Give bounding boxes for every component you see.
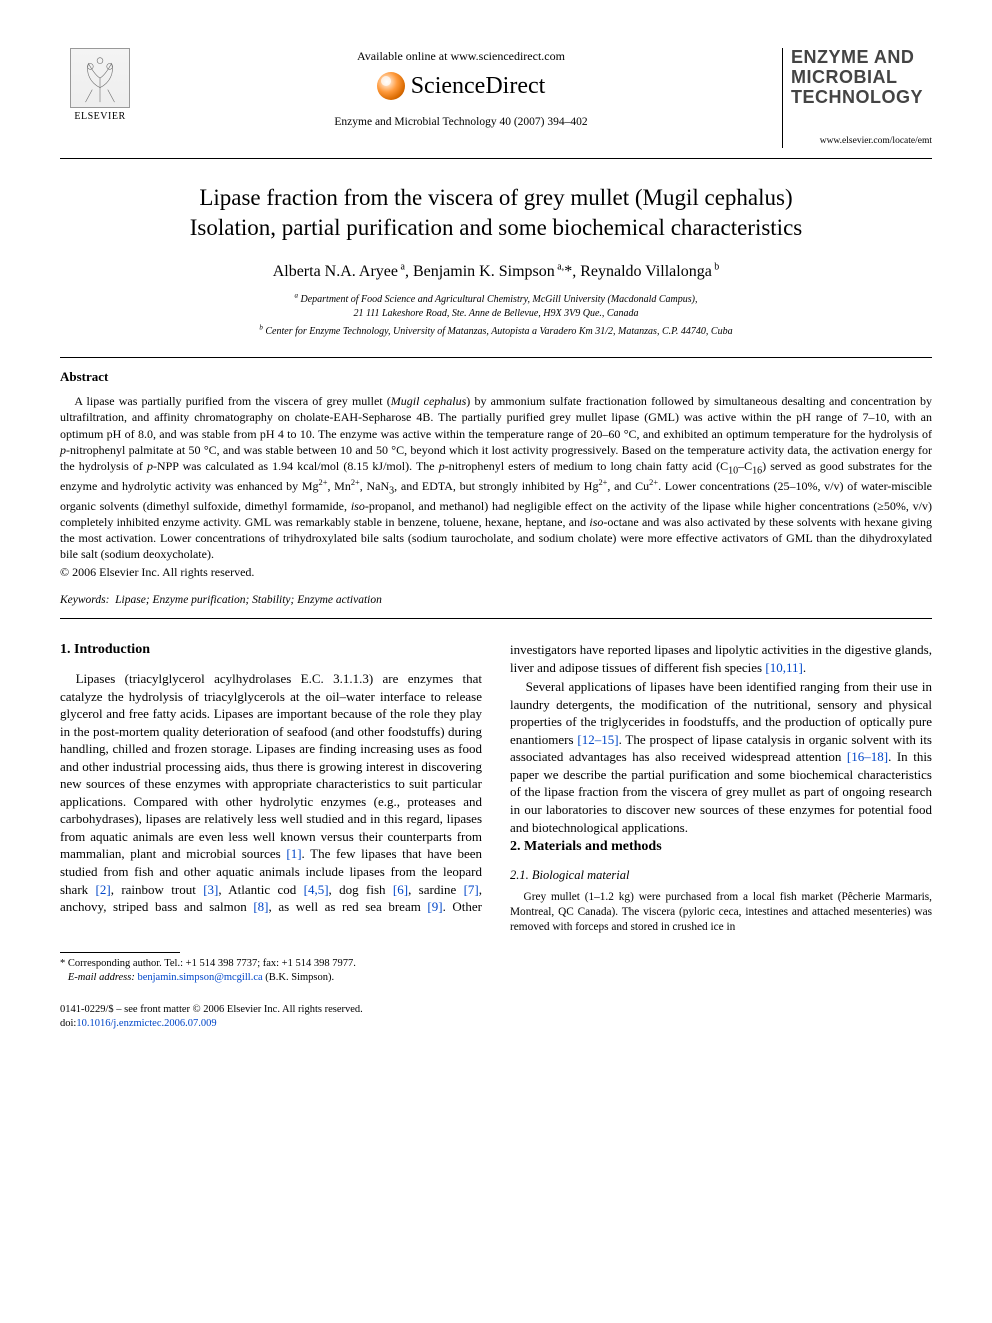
- keywords-label: Keywords:: [60, 594, 109, 606]
- email-label: E-mail address:: [68, 972, 135, 983]
- title-line: Lipase fraction from the viscera of grey…: [199, 185, 792, 210]
- citation-link[interactable]: [12–15]: [577, 732, 618, 747]
- article-body: 1. Introduction Lipases (triacylglycerol…: [60, 641, 932, 936]
- journal-name: ENZYME AND MICROBIAL TECHNOLOGY: [791, 48, 932, 107]
- journal-name-line: MICROBIAL: [791, 67, 898, 87]
- citation-link[interactable]: [7]: [464, 882, 479, 897]
- publisher-logo-block: ELSEVIER: [60, 48, 140, 124]
- doi-link[interactable]: 10.1016/j.enzmictec.2006.07.009: [76, 1018, 216, 1029]
- front-matter-line: 0141-0229/$ – see front matter © 2006 El…: [60, 1003, 932, 1017]
- citation-link[interactable]: [4,5]: [304, 882, 329, 897]
- footnote-rule: [60, 952, 180, 953]
- citation-link[interactable]: [3]: [203, 882, 218, 897]
- author: Reynaldo Villalonga: [580, 263, 712, 280]
- journal-reference: Enzyme and Microbial Technology 40 (2007…: [150, 115, 772, 131]
- abstract-body: A lipase was partially purified from the…: [60, 393, 932, 562]
- email-line: E-mail address: benjamin.simpson@mcgill.…: [60, 971, 932, 985]
- citation-link[interactable]: [6]: [393, 882, 408, 897]
- keywords-list: Lipase; Enzyme purification; Stability; …: [115, 594, 382, 606]
- header-rule: [60, 158, 932, 159]
- publisher-label: ELSEVIER: [60, 110, 140, 124]
- author: Benjamin K. Simpson: [413, 263, 555, 280]
- abstract-top-rule: [60, 357, 932, 358]
- citation-link[interactable]: [16–18]: [847, 749, 888, 764]
- email-paren: (B.K. Simpson).: [265, 972, 334, 983]
- citation-link[interactable]: [9]: [427, 899, 442, 914]
- doi-label: doi:: [60, 1018, 76, 1029]
- elsevier-tree-icon: [70, 48, 130, 108]
- affil-marker: b: [712, 262, 720, 273]
- abstract-paragraph: A lipase was partially purified from the…: [60, 393, 932, 562]
- article-footer: 0141-0229/$ – see front matter © 2006 El…: [60, 1003, 932, 1030]
- affiliation-text: 21 111 Lakeshore Road, Ste. Anne de Bell…: [353, 308, 638, 319]
- keywords-line: Keywords: Lipase; Enzyme purification; S…: [60, 593, 932, 609]
- journal-url: www.elsevier.com/locate/emt: [791, 135, 932, 148]
- affil-marker: a,: [555, 262, 564, 273]
- citation-link[interactable]: [1]: [286, 846, 301, 861]
- available-online-line: Available online at www.sciencedirect.co…: [150, 48, 772, 64]
- title-line: Isolation, partial purification and some…: [190, 215, 802, 240]
- affil-marker: a: [398, 262, 405, 273]
- affiliation-a: a Department of Food Science and Agricul…: [60, 293, 932, 321]
- subsection-heading-biological: 2.1. Biological material: [510, 867, 932, 884]
- email-link[interactable]: benjamin.simpson@mcgill.ca: [137, 972, 262, 983]
- affiliation-b: b Center for Enzyme Technology, Universi…: [60, 325, 932, 339]
- affiliation-text: Center for Enzyme Technology, University…: [265, 326, 732, 337]
- body-paragraph: Several applications of lipases have bee…: [510, 678, 932, 836]
- copyright-line: © 2006 Elsevier Inc. All rights reserved…: [60, 564, 932, 580]
- sciencedirect-ball-icon: [377, 72, 405, 100]
- corresponding-marker: *: [564, 263, 572, 280]
- author-list: Alberta N.A. Aryee a, Benjamin K. Simpso…: [60, 261, 932, 283]
- citation-link[interactable]: [10,11]: [765, 660, 802, 675]
- affiliation-text: Department of Food Science and Agricultu…: [301, 294, 698, 305]
- section-heading-materials: 2. Materials and methods: [510, 838, 932, 857]
- corresponding-author-footnote: * Corresponding author. Tel.: +1 514 398…: [60, 957, 932, 985]
- sciencedirect-text: ScienceDirect: [411, 70, 546, 102]
- abstract-heading: Abstract: [60, 368, 932, 386]
- abstract-bottom-rule: [60, 618, 932, 619]
- article-title: Lipase fraction from the viscera of grey…: [60, 183, 932, 243]
- body-paragraph: Grey mullet (1–1.2 kg) were purchased fr…: [510, 890, 932, 936]
- journal-header: ELSEVIER Available online at www.science…: [60, 48, 932, 148]
- sciencedirect-logo: ScienceDirect: [377, 70, 546, 102]
- header-center: Available online at www.sciencedirect.co…: [140, 48, 782, 130]
- citation-link[interactable]: [8]: [253, 899, 268, 914]
- doi-line: doi:10.1016/j.enzmictec.2006.07.009: [60, 1017, 932, 1031]
- citation-link[interactable]: [2]: [96, 882, 111, 897]
- journal-name-line: TECHNOLOGY: [791, 87, 923, 107]
- journal-name-line: ENZYME AND: [791, 47, 914, 67]
- section-heading-introduction: 1. Introduction: [60, 641, 482, 660]
- corr-author-line: * Corresponding author. Tel.: +1 514 398…: [60, 957, 932, 971]
- journal-title-box: ENZYME AND MICROBIAL TECHNOLOGY www.else…: [782, 48, 932, 148]
- author: Alberta N.A. Aryee: [273, 263, 398, 280]
- materials-body: Grey mullet (1–1.2 kg) were purchased fr…: [510, 890, 932, 936]
